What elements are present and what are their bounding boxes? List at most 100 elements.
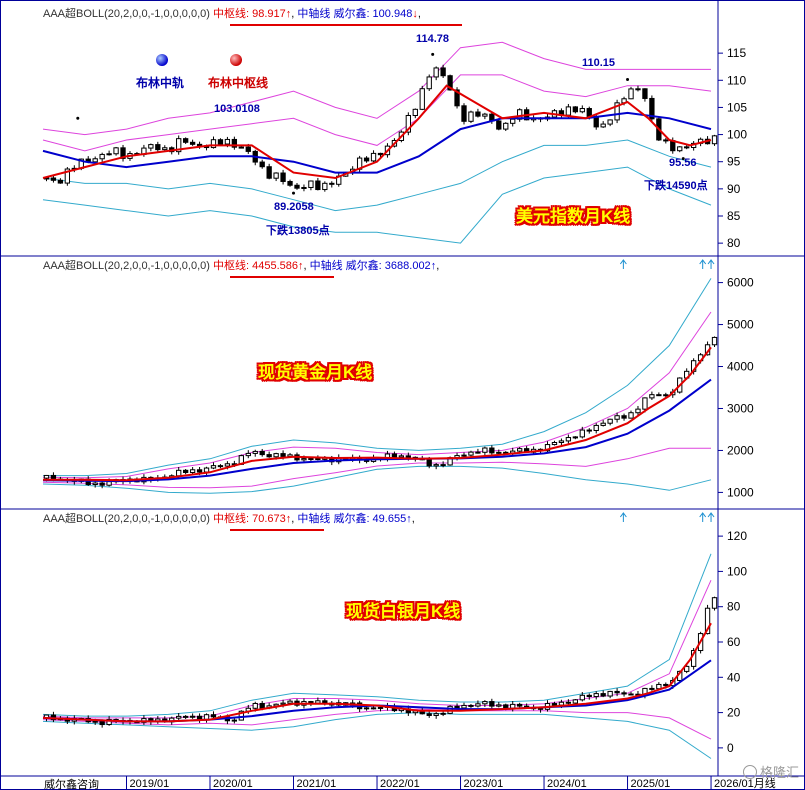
usd-key-point-2 [431, 52, 435, 56]
usd-annotation-drop-1: 下跌13805点 [266, 225, 330, 237]
time-label-2024/01: 2024/01 [547, 778, 587, 790]
usd-candle-body-28 [238, 146, 244, 149]
silver-candle-body-78 [586, 694, 592, 698]
usd-candle-body-80 [600, 123, 606, 128]
gold-candle-body-9 [106, 481, 112, 486]
silver-candle-body-34 [280, 702, 286, 705]
gold-candle-body-51 [398, 455, 405, 458]
silver-candle-body-92 [684, 665, 690, 672]
silver-candle-body-66 [503, 704, 509, 709]
silver-outer-upper-band [42, 553, 712, 717]
silver-outer-lower-band [42, 712, 712, 759]
usd-key-point-4 [681, 157, 685, 161]
gold-inner-upper-band [42, 311, 712, 479]
silver-ytick-label-40: 40 [727, 670, 741, 684]
silver-candle-body-56 [433, 713, 439, 716]
gold-candle-body-57 [440, 464, 446, 467]
usd-candle-body-91 [677, 146, 683, 152]
silver-ytick-label-80: 80 [727, 600, 741, 614]
gold-candle-body-62 [475, 451, 481, 454]
usd-candle-body-38 [308, 180, 314, 188]
usd-candle-body-39 [315, 180, 321, 191]
gold-candle-body-30 [252, 450, 258, 454]
usd-candle-body-67 [510, 118, 516, 124]
gold-candle-body-26 [224, 463, 231, 467]
usd-candle-body-54 [419, 88, 425, 110]
gold-candle-body-96 [711, 336, 718, 346]
gold-ytick-label-5000: 5000 [727, 318, 754, 332]
usd-ytick-label-95: 95 [727, 155, 741, 169]
gold-candle-body-55 [426, 458, 432, 467]
usd-inner-lower-band [42, 74, 712, 152]
footer-source: 威尔鑫咨询 [44, 779, 99, 790]
usd-candle-body-40 [322, 182, 328, 191]
usd-candle-body-24 [210, 139, 217, 149]
silver-candle-body-35 [287, 700, 293, 704]
usd-candle-body-53 [412, 108, 418, 116]
silver-candle-body-65 [496, 704, 502, 707]
usd-ytick-label-85: 85 [727, 209, 741, 223]
silver-signal-arrow-head-1 [699, 512, 707, 518]
gold-ytick-label-6000: 6000 [727, 276, 754, 290]
usd-header: AAA超BOLL(20,2,0,0,-1,0,0,0,0,0) 中枢线: 98.… [43, 8, 421, 20]
silver-pivot-arrow: ↑ [285, 513, 292, 525]
usd-candle-body-78 [586, 108, 592, 117]
silver-inner-upper-band [42, 579, 712, 719]
usd-key-point-0 [76, 116, 80, 120]
time-label-2020/01: 2020/01 [213, 778, 253, 790]
usd-annotation-high-2025: 110.15 [582, 57, 616, 69]
gold-candle-body-82 [614, 415, 620, 420]
silver-candle-body-95 [704, 607, 711, 635]
usd-candle-body-37 [301, 186, 307, 189]
usd-candle-body-77 [579, 108, 585, 113]
usd-candle-body-63 [482, 113, 488, 117]
usd-candle-body-56 [433, 67, 439, 78]
gold-mid-value: 中轴线 威尔鑫: 3688.002 [309, 260, 431, 272]
silver-candle-body-74 [558, 701, 565, 706]
silver-candle-body-77 [579, 694, 585, 701]
silver-candle-body-73 [551, 703, 558, 706]
gold-candle-body-65 [496, 451, 502, 454]
gold-candle-body-64 [489, 447, 495, 454]
gold-candle-body-33 [273, 453, 279, 458]
gold-candle-body-76 [572, 436, 579, 439]
gold-header-underline [230, 276, 334, 278]
gold-candle-body-68 [517, 448, 523, 452]
gold-candle-body-31 [259, 450, 265, 456]
usd-candle-body-81 [607, 119, 613, 125]
usd-header-underline [230, 24, 462, 26]
usd-candle-body-46 [363, 157, 370, 162]
usd-candle-body-59 [454, 89, 460, 107]
silver-ytick-label-0: 0 [727, 741, 734, 755]
gold-candle-body-39 [315, 458, 321, 461]
silver-signal-arrow-head-2 [707, 512, 715, 518]
gold-candle-body-86 [642, 397, 648, 410]
usd-candle-body-8 [99, 153, 105, 160]
watermark: 格隆汇 [742, 762, 799, 781]
silver-panel-title: 现货白银月K线 [346, 602, 461, 621]
gold-candle-body-78 [586, 429, 592, 432]
gold-candle-body-87 [649, 394, 655, 399]
usd-candle-body-61 [468, 111, 474, 122]
silver-candle-body-57 [440, 712, 446, 715]
usd-annotation-drop-2: 下跌14590点 [644, 180, 708, 192]
gold-candle-body-0 [43, 474, 50, 479]
usd-outer-upper-band [42, 139, 712, 212]
silver-candle-body-75 [565, 701, 572, 704]
usd-outer-lower-band [42, 166, 712, 244]
usd-candle-body-60 [461, 105, 467, 122]
time-label-2019/01: 2019/01 [130, 778, 170, 790]
silver-candle-body-9 [106, 718, 112, 726]
gold-candle-body-88 [656, 394, 662, 397]
silver-candle-body-96 [711, 597, 718, 609]
usd-candle-body-87 [649, 97, 655, 120]
silver-candle-body-87 [649, 687, 655, 690]
gold-ytick-label-3000: 3000 [727, 401, 754, 415]
gold-candle-body-8 [99, 482, 105, 486]
silver-candle-body-62 [475, 703, 481, 707]
usd-candle-body-32 [266, 166, 272, 179]
usd-candle-body-82 [614, 102, 620, 121]
